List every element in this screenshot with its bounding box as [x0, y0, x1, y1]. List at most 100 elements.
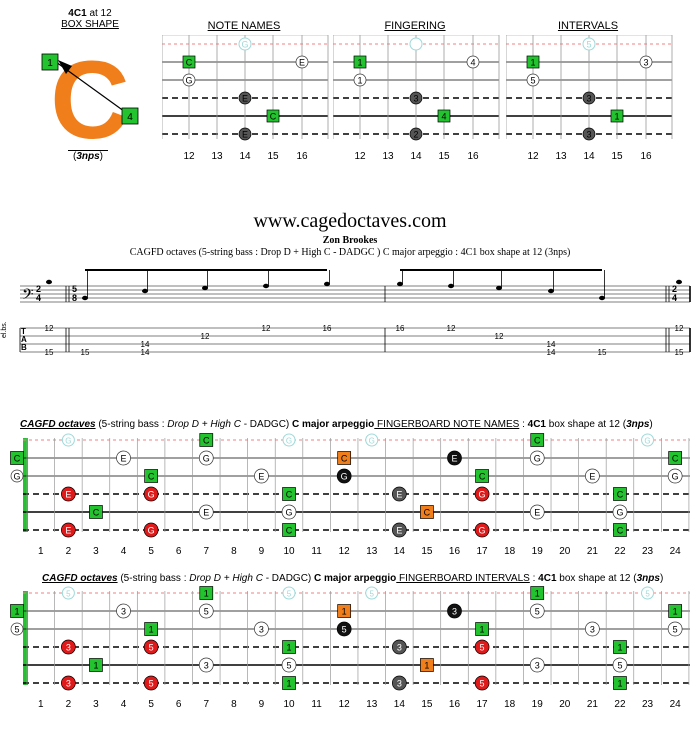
note-label: 3	[586, 94, 591, 104]
time-sig-bottom: 8	[72, 293, 77, 303]
note-label: 3	[413, 94, 418, 104]
note-square	[530, 586, 545, 600]
fret-number: 8	[231, 699, 237, 710]
fret-number: 23	[642, 546, 654, 557]
note-square	[199, 586, 214, 600]
note-label: 1	[530, 58, 535, 68]
note-label: 3	[397, 679, 402, 689]
fret-number: 4	[121, 546, 127, 557]
note-label: E	[396, 526, 402, 536]
note-circle	[474, 486, 490, 502]
open-marker-label: 5	[370, 590, 375, 599]
note-label: C	[14, 454, 21, 464]
note-circle	[10, 469, 24, 483]
note-label: 5	[480, 643, 485, 653]
note-square	[420, 505, 434, 519]
author: Zon Brookes	[322, 235, 378, 246]
time-sig-bottom: 4	[672, 293, 677, 303]
fret-number: 9	[259, 546, 265, 557]
box-code: 4C1	[68, 8, 87, 19]
note-circle	[582, 127, 596, 141]
note-head	[202, 285, 208, 291]
note-square	[89, 505, 103, 519]
fret-number: 16	[467, 151, 479, 162]
note-label: C	[270, 112, 277, 122]
note-circle	[466, 55, 480, 69]
note-label: 3	[535, 661, 540, 671]
note-square	[475, 469, 489, 483]
note-label: E	[451, 454, 457, 464]
score-subtitle: CAGFD octaves (5-string bass : Drop D + …	[129, 247, 571, 258]
note-head	[496, 285, 502, 291]
note-label: 1	[535, 589, 540, 599]
note-square	[282, 676, 296, 690]
fret-number: 11	[311, 546, 322, 557]
note-circle	[667, 621, 683, 637]
mini-title: FINGERING	[384, 20, 446, 32]
note-label: 3	[643, 58, 648, 68]
note-label: G	[479, 490, 486, 500]
note-label: E	[121, 454, 127, 464]
note-label: C	[148, 472, 155, 482]
note-square	[282, 487, 296, 501]
fret-number: 6	[176, 546, 182, 557]
note-label: G	[534, 454, 541, 464]
open-marker-label: G	[241, 40, 248, 50]
tab-fret-number: 16	[323, 324, 332, 333]
fret-number: 18	[504, 699, 516, 710]
note-head	[82, 295, 88, 301]
fret-number: 22	[614, 699, 626, 710]
note-label: 3	[66, 643, 71, 653]
tab-fret-number: 12	[675, 324, 684, 333]
open-marker	[582, 37, 596, 51]
note-square	[530, 433, 545, 447]
note-label: 5	[14, 625, 19, 635]
open-marker	[641, 586, 655, 600]
fret-number: 1	[38, 699, 44, 710]
note-label: 3	[452, 607, 457, 617]
note-label: G	[286, 508, 293, 518]
note-square	[337, 604, 352, 618]
fret-number: 15	[267, 151, 279, 162]
note-label: 3	[121, 607, 126, 617]
note-circle	[254, 621, 269, 637]
note-label: 5	[149, 679, 154, 689]
fret-number: 19	[532, 699, 544, 710]
note-label: E	[242, 94, 248, 104]
note-circle	[409, 127, 423, 141]
note-label: 1	[204, 589, 209, 599]
note-label: 3	[586, 130, 591, 140]
note-square	[10, 604, 24, 618]
note-circle	[391, 486, 407, 502]
note-circle	[198, 450, 214, 466]
fret-number: 20	[559, 546, 571, 557]
note-label: 1	[357, 76, 362, 86]
note-circle	[353, 73, 367, 87]
note-label: 4	[470, 58, 475, 68]
note-square	[182, 55, 196, 69]
note-circle	[447, 603, 462, 619]
note-circle	[391, 675, 407, 691]
note-label: 1	[480, 625, 485, 635]
note-square	[420, 658, 434, 672]
note-square	[89, 658, 103, 672]
fret-number: 10	[283, 546, 295, 557]
note-square	[144, 622, 158, 636]
fret-number: 12	[339, 699, 351, 710]
fret-number: 5	[148, 699, 154, 710]
note-label: 3	[66, 679, 71, 689]
note-label: 1	[617, 643, 622, 653]
note-label: 1	[287, 679, 292, 689]
note-circle	[143, 522, 159, 538]
note-circle	[281, 504, 297, 520]
note-label: 1	[357, 58, 362, 68]
note-label: C	[286, 526, 293, 536]
fret-number: 20	[559, 699, 571, 710]
tab-fret-number: 14	[547, 348, 556, 357]
open-marker	[238, 37, 252, 51]
note-square	[475, 622, 489, 636]
fret-number: 17	[477, 699, 489, 710]
fret-number: 10	[283, 699, 295, 710]
note-circle	[582, 91, 596, 105]
